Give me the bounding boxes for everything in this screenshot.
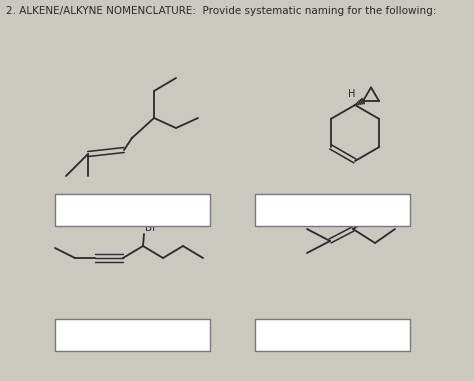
Bar	[255, 194, 410, 226]
Bar	[255, 319, 410, 351]
Bar	[55, 194, 210, 226]
Bar	[55, 319, 210, 351]
Text: H: H	[348, 89, 356, 99]
Text: 2. ALKENE/ALKYNE NOMENCLATURE:  Provide systematic naming for the following:: 2. ALKENE/ALKYNE NOMENCLATURE: Provide s…	[6, 6, 437, 16]
Text: Br: Br	[145, 223, 156, 233]
